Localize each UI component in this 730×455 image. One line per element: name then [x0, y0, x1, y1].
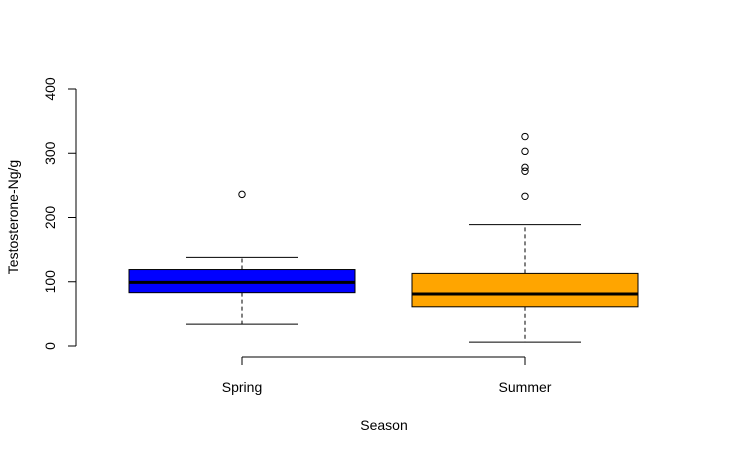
x-tick-label: Summer	[499, 379, 552, 395]
outlier-point	[521, 132, 529, 141]
outlier-point	[521, 192, 529, 200]
outlier-point	[238, 190, 246, 199]
x-axis: Spring Summer	[222, 356, 552, 395]
iqr-box	[411, 272, 639, 308]
y-tick-label: 100	[42, 270, 58, 294]
y-tick-label: 300	[42, 141, 58, 165]
outlier-point	[521, 147, 529, 156]
y-tick-label: 200	[42, 206, 58, 230]
x-tick-label: Spring	[222, 379, 262, 395]
x-axis-title: Season	[360, 417, 407, 433]
outlier-point	[521, 163, 529, 172]
y-ticks: 0 100 200 300 400	[42, 77, 76, 350]
y-axis-title: Testosterone-Ng/g	[5, 160, 21, 274]
box-summer	[411, 132, 639, 343]
x-ticks: Spring Summer	[222, 357, 552, 395]
y-tick-label: 400	[42, 77, 58, 101]
y-axis: 0 100 200 300 400	[42, 77, 77, 350]
outlier-point	[521, 167, 529, 175]
box-spring	[128, 190, 356, 325]
boxes	[128, 132, 639, 343]
y-tick-label: 0	[42, 342, 58, 350]
